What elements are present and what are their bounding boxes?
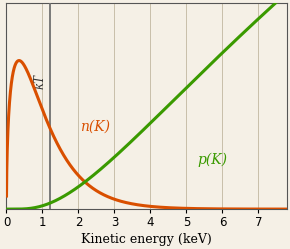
Text: n(K): n(K) (80, 120, 110, 134)
X-axis label: Kinetic energy (keV): Kinetic energy (keV) (81, 233, 212, 246)
Text: kT: kT (34, 74, 47, 89)
Text: p(K): p(K) (197, 152, 227, 167)
